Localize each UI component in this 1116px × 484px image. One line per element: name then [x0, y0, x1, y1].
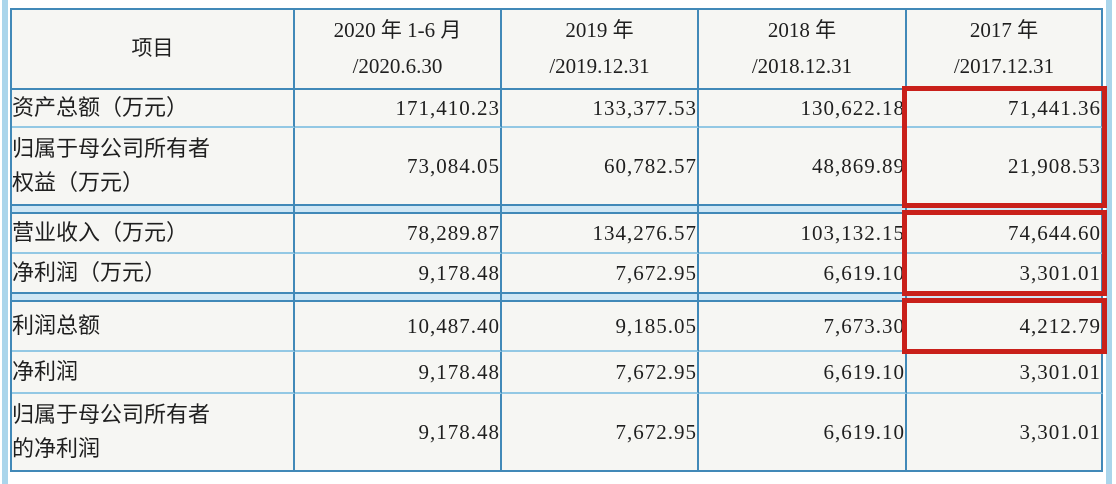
column-header-2020h1: 2020 年 1-6 月 /2020.6.30	[295, 10, 502, 90]
table-row-operating-revenue: 营业收入（万元） 78,289.87 134,276.57 103,132.15…	[12, 214, 1103, 254]
value-cell: 3,301.01	[907, 394, 1103, 472]
value-cell: 133,377.53	[502, 90, 699, 128]
table-row-parent-net-profit: 归属于母公司所有者 的净利润 9,178.48 7,672.95 6,619.1…	[12, 394, 1103, 472]
row-label: 营业收入（万元）	[12, 214, 295, 254]
value-cell: 9,185.05	[502, 302, 699, 352]
value-cell: 9,178.48	[295, 394, 502, 472]
value-cell: 171,410.23	[295, 90, 502, 128]
table-row-total-assets: 资产总额（万元） 171,410.23 133,377.53 130,622.1…	[12, 90, 1103, 128]
value-cell: 7,672.95	[502, 394, 699, 472]
value-cell-highlighted: 4,212.79	[907, 302, 1103, 352]
table-row-net-profit-wan: 净利润（万元） 9,178.48 7,672.95 6,619.10 3,301…	[12, 254, 1103, 294]
value-cell: 73,084.05	[295, 128, 502, 206]
value-cell: 6,619.10	[699, 254, 907, 294]
row-label: 利润总额	[12, 302, 295, 352]
row-label: 净利润	[12, 352, 295, 394]
row-label: 归属于母公司所有者 的净利润	[12, 394, 295, 472]
table-row-net-profit: 净利润 9,178.48 7,672.95 6,619.10 3,301.01	[12, 352, 1103, 394]
value-cell-highlighted: 3,301.01	[907, 254, 1103, 294]
value-cell: 60,782.57	[502, 128, 699, 206]
value-cell: 48,869.89	[699, 128, 907, 206]
value-cell: 6,619.10	[699, 394, 907, 472]
value-cell: 9,178.48	[295, 352, 502, 394]
value-cell: 78,289.87	[295, 214, 502, 254]
page-edge-strip-left	[2, 0, 8, 484]
column-header-2019: 2019 年 /2019.12.31	[502, 10, 699, 90]
row-label: 净利润（万元）	[12, 254, 295, 294]
column-header-2018: 2018 年 /2018.12.31	[699, 10, 907, 90]
financial-summary-table: 项目 2020 年 1-6 月 /2020.6.30 2019 年 /2019.…	[10, 8, 1107, 472]
column-header-2017: 2017 年 /2017.12.31	[907, 10, 1103, 90]
column-header-item: 项目	[12, 10, 295, 90]
value-cell: 7,673.30	[699, 302, 907, 352]
value-cell-highlighted: 21,908.53	[907, 128, 1103, 206]
value-cell: 134,276.57	[502, 214, 699, 254]
section-divider	[12, 206, 1103, 214]
value-cell-highlighted: 71,441.36	[907, 90, 1103, 128]
value-cell: 130,622.18	[699, 90, 907, 128]
value-cell: 7,672.95	[502, 352, 699, 394]
value-cell: 103,132.15	[699, 214, 907, 254]
page-edge-strip-right	[1106, 0, 1112, 484]
value-cell: 9,178.48	[295, 254, 502, 294]
value-cell: 6,619.10	[699, 352, 907, 394]
section-divider	[12, 294, 1103, 302]
table-row-parent-equity: 归属于母公司所有者 权益（万元） 73,084.05 60,782.57 48,…	[12, 128, 1103, 206]
value-cell: 7,672.95	[502, 254, 699, 294]
value-cell: 10,487.40	[295, 302, 502, 352]
row-label: 资产总额（万元）	[12, 90, 295, 128]
header-row: 项目 2020 年 1-6 月 /2020.6.30 2019 年 /2019.…	[12, 10, 1103, 90]
value-cell-highlighted: 74,644.60	[907, 214, 1103, 254]
table-row-total-profit: 利润总额 10,487.40 9,185.05 7,673.30 4,212.7…	[12, 302, 1103, 352]
value-cell: 3,301.01	[907, 352, 1103, 394]
row-label: 归属于母公司所有者 权益（万元）	[12, 128, 295, 206]
